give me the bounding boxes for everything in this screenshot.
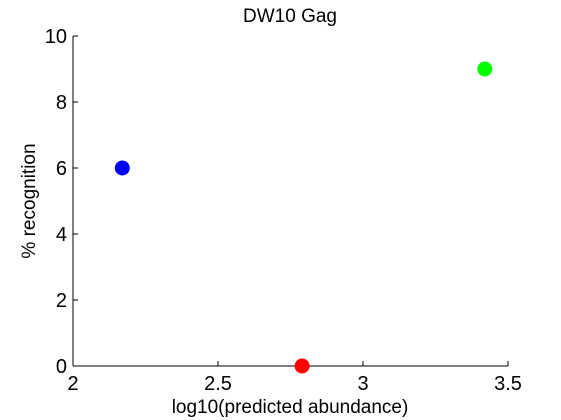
x-tick-label: 3.5 [494, 373, 522, 395]
x-tick-label: 2.5 [204, 373, 232, 395]
data-point [477, 61, 493, 77]
x-axis-label: log10(predicted abundance) [172, 397, 409, 418]
data-points [114, 61, 493, 374]
x-tick-label: 2 [67, 373, 78, 395]
data-point [294, 358, 310, 374]
data-point [114, 160, 130, 176]
y-tick-label: 10 [45, 26, 67, 48]
y-tick-label: 2 [56, 290, 67, 312]
y-ticks: 0 2 4 6 8 10 [45, 26, 78, 378]
chart-title: DW10 Gag [243, 6, 337, 27]
y-axis-label: % recognition [19, 143, 40, 258]
y-tick-label: 0 [56, 356, 67, 378]
x-tick-label: 3 [357, 373, 368, 395]
y-tick-label: 6 [56, 158, 67, 180]
x-ticks: 2 2.5 3 3.5 [67, 361, 522, 395]
y-tick-label: 4 [56, 224, 67, 246]
y-tick-label: 8 [56, 92, 67, 114]
axes [72, 36, 508, 367]
